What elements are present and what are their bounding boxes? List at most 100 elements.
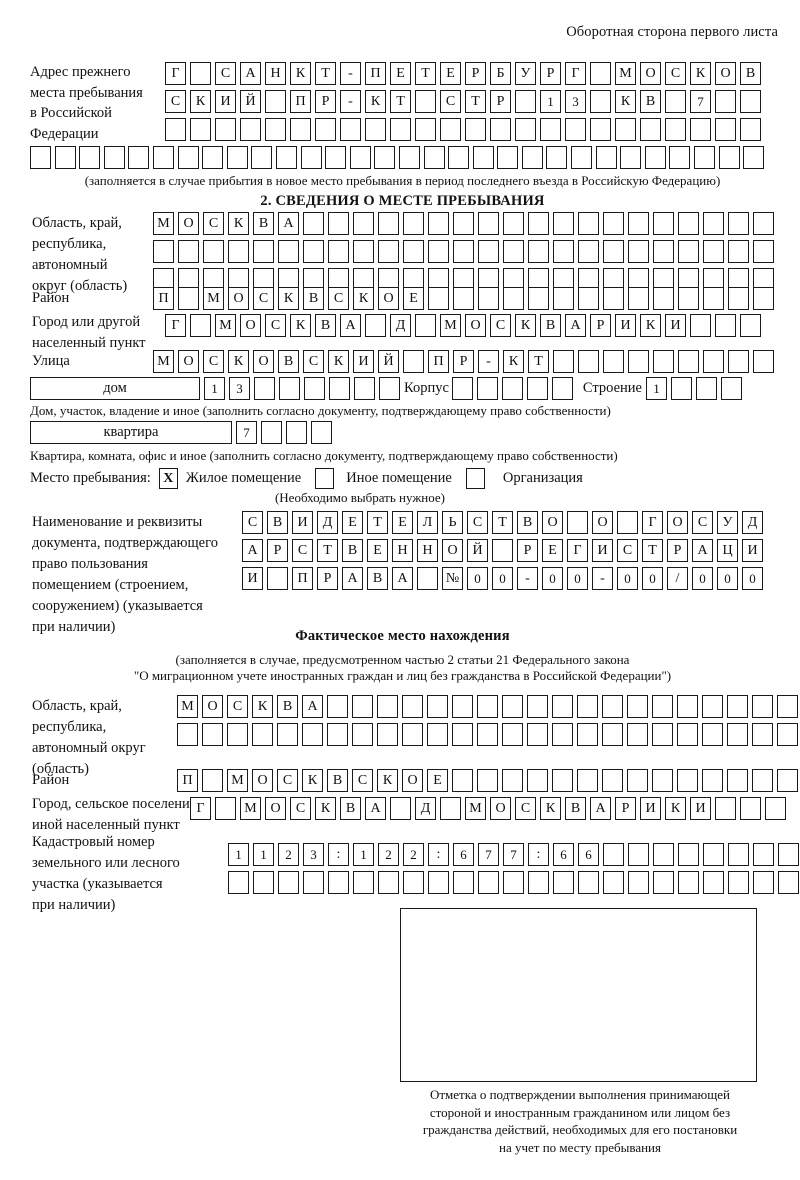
char-cell[interactable]: С xyxy=(265,314,286,337)
char-cell[interactable] xyxy=(528,240,549,263)
char-cell[interactable]: О xyxy=(592,511,613,534)
char-cell[interactable] xyxy=(290,118,311,141)
char-cell[interactable]: К xyxy=(540,797,561,820)
char-cell[interactable] xyxy=(497,146,519,169)
char-cell[interactable]: И xyxy=(215,90,236,113)
char-cell[interactable]: А xyxy=(278,212,299,235)
char-cell[interactable]: Е xyxy=(367,539,388,562)
char-cell[interactable] xyxy=(703,240,724,263)
char-cell[interactable] xyxy=(501,377,523,400)
char-cell[interactable]: Й xyxy=(467,539,488,562)
char-cell[interactable] xyxy=(521,146,543,169)
char-cell[interactable]: 7 xyxy=(478,843,499,866)
char-cell[interactable] xyxy=(665,118,686,141)
char-cell[interactable] xyxy=(177,146,199,169)
char-cell[interactable]: С xyxy=(490,314,511,337)
char-cell[interactable]: 2 xyxy=(278,843,299,866)
char-cell[interactable]: 0 xyxy=(467,567,488,590)
char-cell[interactable]: В xyxy=(640,90,661,113)
char-cell[interactable]: О xyxy=(542,511,563,534)
char-cell[interactable]: О xyxy=(202,695,223,718)
char-cell[interactable]: К xyxy=(328,350,349,373)
char-cell[interactable] xyxy=(602,769,623,792)
char-cell[interactable] xyxy=(228,871,249,894)
char-cell[interactable] xyxy=(653,350,674,373)
char-cell[interactable]: Т xyxy=(528,350,549,373)
char-cell[interactable] xyxy=(477,723,498,746)
char-cell[interactable] xyxy=(653,212,674,235)
char-cell[interactable]: Д xyxy=(415,797,436,820)
char-cell[interactable]: С xyxy=(467,511,488,534)
char-cell[interactable] xyxy=(215,118,236,141)
char-cell[interactable]: В xyxy=(327,769,348,792)
char-cell[interactable] xyxy=(378,240,399,263)
char-cell[interactable] xyxy=(553,240,574,263)
char-cell[interactable]: С xyxy=(692,511,713,534)
char-cell[interactable] xyxy=(30,146,51,169)
char-cell[interactable] xyxy=(526,377,548,400)
char-cell[interactable]: М xyxy=(153,212,174,235)
char-cell[interactable]: 3 xyxy=(565,90,586,113)
char-cell[interactable] xyxy=(603,871,624,894)
char-cell[interactable] xyxy=(377,695,398,718)
char-cell[interactable]: П xyxy=(153,287,174,310)
char-cell[interactable] xyxy=(311,421,332,444)
char-cell[interactable]: М xyxy=(615,62,636,85)
char-cell[interactable] xyxy=(578,287,599,310)
char-cell[interactable] xyxy=(415,90,436,113)
char-cell[interactable] xyxy=(702,769,723,792)
char-cell[interactable] xyxy=(503,871,524,894)
char-cell[interactable] xyxy=(653,240,674,263)
char-cell[interactable] xyxy=(374,146,396,169)
char-cell[interactable] xyxy=(753,871,774,894)
char-cell[interactable]: С xyxy=(352,769,373,792)
char-cell[interactable] xyxy=(453,240,474,263)
char-cell[interactable] xyxy=(653,287,674,310)
char-cell[interactable] xyxy=(452,695,473,718)
char-cell[interactable]: А xyxy=(365,797,386,820)
char-cell[interactable] xyxy=(727,769,748,792)
char-cell[interactable]: 1 xyxy=(253,843,274,866)
char-cell[interactable] xyxy=(428,287,449,310)
char-cell[interactable] xyxy=(740,314,761,337)
char-cell[interactable] xyxy=(478,871,499,894)
char-cell[interactable]: И xyxy=(690,797,711,820)
char-cell[interactable]: Л xyxy=(417,511,438,534)
char-cell[interactable] xyxy=(778,843,799,866)
char-cell[interactable]: С xyxy=(665,62,686,85)
char-cell[interactable] xyxy=(215,797,236,820)
char-cell[interactable] xyxy=(552,769,573,792)
char-cell[interactable] xyxy=(703,287,724,310)
char-cell[interactable] xyxy=(451,377,473,400)
char-cell[interactable]: 0 xyxy=(492,567,513,590)
char-cell[interactable]: В xyxy=(367,567,388,590)
char-cell[interactable] xyxy=(153,240,174,263)
char-cell[interactable] xyxy=(718,146,740,169)
char-cell[interactable] xyxy=(678,212,699,235)
char-cell[interactable] xyxy=(178,240,199,263)
char-cell[interactable] xyxy=(553,871,574,894)
char-cell[interactable] xyxy=(427,695,448,718)
char-cell[interactable]: С xyxy=(253,287,274,310)
char-cell[interactable] xyxy=(703,843,724,866)
char-cell[interactable]: К xyxy=(365,90,386,113)
char-cell[interactable] xyxy=(552,723,573,746)
char-cell[interactable]: П xyxy=(292,567,313,590)
char-cell[interactable] xyxy=(415,314,436,337)
char-cell[interactable]: М xyxy=(240,797,261,820)
char-cell[interactable] xyxy=(303,240,324,263)
char-cell[interactable] xyxy=(452,769,473,792)
char-cell[interactable] xyxy=(578,350,599,373)
char-cell[interactable] xyxy=(403,350,424,373)
char-cell[interactable]: К xyxy=(190,90,211,113)
char-cell[interactable]: К xyxy=(665,797,686,820)
char-cell[interactable] xyxy=(502,723,523,746)
char-cell[interactable]: В xyxy=(303,287,324,310)
char-cell[interactable]: У xyxy=(515,62,536,85)
char-cell[interactable] xyxy=(602,695,623,718)
char-cell[interactable] xyxy=(753,240,774,263)
char-cell[interactable]: 3 xyxy=(303,843,324,866)
char-cell[interactable] xyxy=(627,695,648,718)
